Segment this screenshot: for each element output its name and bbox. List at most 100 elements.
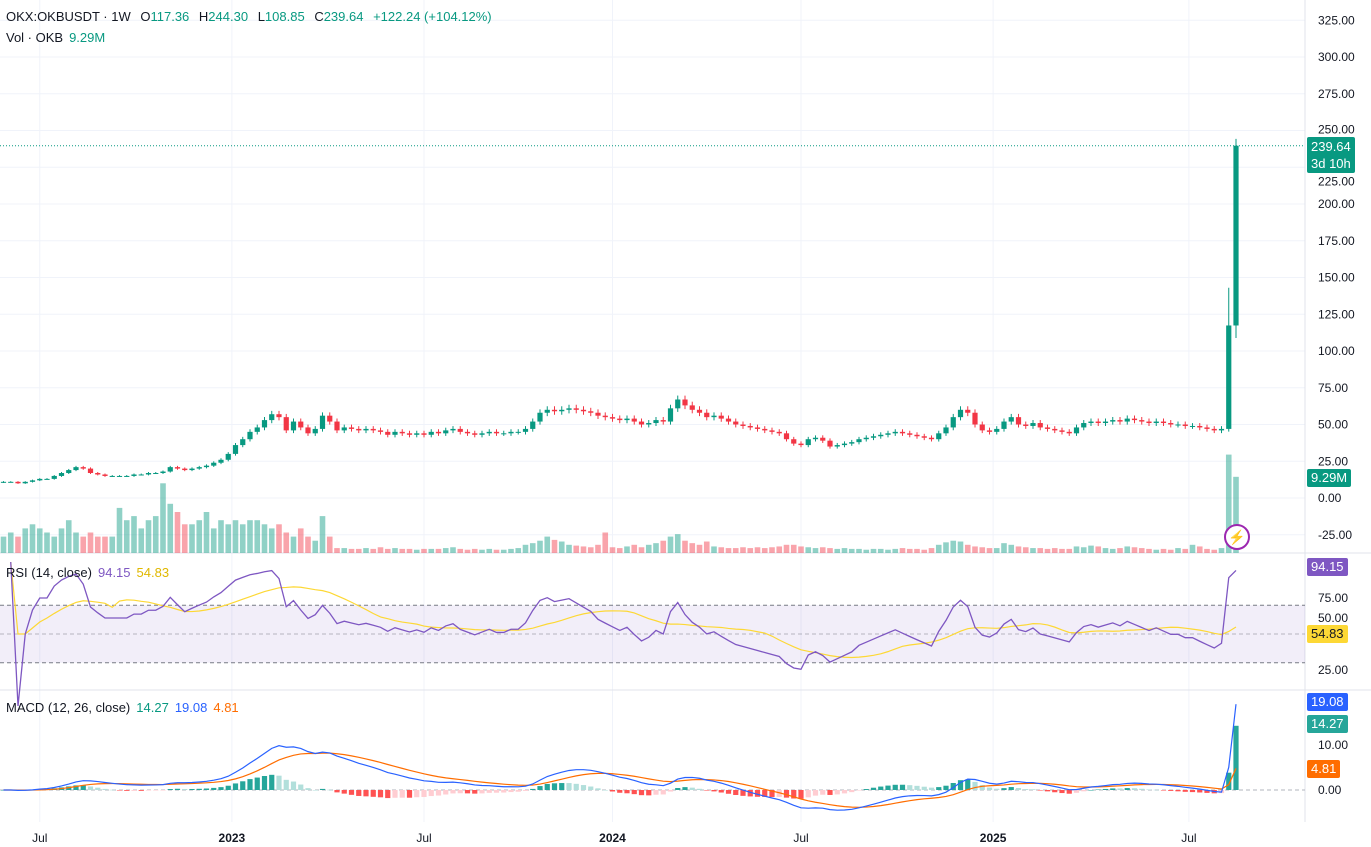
candle-body xyxy=(269,414,275,421)
macd-histogram-bar xyxy=(240,781,246,790)
volume-bar xyxy=(15,536,21,553)
candle-body xyxy=(798,443,804,446)
candle-body xyxy=(124,475,130,477)
candle-body xyxy=(1059,430,1065,432)
macd-histogram-bar xyxy=(1008,787,1014,790)
candle-body xyxy=(675,399,681,409)
volume-bar xyxy=(131,516,137,553)
macd-histogram-bar xyxy=(711,790,717,792)
time-axis-label: 2025 xyxy=(980,831,1007,845)
macd-histogram-bar xyxy=(95,787,101,790)
bar-countdown: 3d 10h xyxy=(1311,156,1351,171)
candle-body xyxy=(15,481,21,484)
volume-bar xyxy=(943,542,949,553)
candle-body xyxy=(1197,425,1203,428)
volume-bar xyxy=(254,520,261,553)
price-axis-label: 0.00 xyxy=(1318,491,1342,505)
rsi-axis-label: 50.00 xyxy=(1318,611,1348,625)
macd-histogram-bar xyxy=(1197,790,1203,793)
volume-bar xyxy=(950,540,957,553)
volume-bar xyxy=(232,520,239,553)
volume-bar xyxy=(674,534,681,553)
candle-body xyxy=(849,442,855,444)
candle-body xyxy=(573,408,579,410)
macd-value: 19.08 xyxy=(174,700,208,715)
macd-histogram-bar xyxy=(682,787,688,790)
volume-bar xyxy=(1015,546,1022,553)
candle-body xyxy=(820,437,826,441)
volume-bar xyxy=(1225,454,1232,553)
candle-body xyxy=(501,433,507,435)
candle-body xyxy=(138,474,144,476)
symbol-label[interactable]: OKX:OKBUSDT · 1W xyxy=(6,9,131,24)
macd-histogram-bar xyxy=(725,790,732,794)
rsi-ma-line xyxy=(10,561,1237,659)
volume-bar xyxy=(80,536,87,553)
volume-bar xyxy=(457,548,464,553)
candle-body xyxy=(1001,421,1007,429)
macd-histogram-bar xyxy=(783,790,790,798)
volume-bar xyxy=(203,512,210,553)
candle-body xyxy=(878,434,884,437)
candle-body xyxy=(261,420,268,428)
volume-bar xyxy=(1001,543,1007,553)
volume-bar xyxy=(1189,544,1196,553)
volume-bar xyxy=(682,540,688,553)
candle-body xyxy=(957,409,964,418)
volume-bar xyxy=(689,543,696,553)
macd-histogram-bar xyxy=(740,790,746,796)
volume-bar xyxy=(522,544,529,553)
candle-body xyxy=(1117,420,1123,422)
volume-bar xyxy=(268,528,275,553)
volume-bar xyxy=(653,543,659,553)
volume-bar xyxy=(1138,548,1145,553)
candle-body xyxy=(892,431,898,434)
macd-histogram-bar xyxy=(530,788,536,790)
macd-histogram-bar xyxy=(849,790,855,793)
volume-bar xyxy=(218,520,224,553)
volume-bar xyxy=(479,549,485,553)
price-axis-label: 250.00 xyxy=(1318,123,1355,137)
macd-label[interactable]: MACD (12, 26, close) xyxy=(6,700,131,715)
candle-body xyxy=(1023,424,1029,426)
macd-histogram-bar xyxy=(1030,789,1036,790)
volume-bar xyxy=(109,536,116,553)
volume-bar xyxy=(421,548,427,553)
macd-histogram-bar xyxy=(602,789,608,791)
macd-histogram-bar xyxy=(841,790,848,794)
candle-body xyxy=(203,465,210,468)
macd-histogram-bar xyxy=(1160,790,1167,791)
macd-histogram-bar xyxy=(1102,788,1109,790)
price-axis-label: 300.00 xyxy=(1318,50,1355,64)
macd-histogram-bar xyxy=(863,789,869,790)
macd-histogram-bar xyxy=(486,790,492,793)
rsi-label[interactable]: RSI (14, close) xyxy=(6,565,92,580)
volume-bar xyxy=(508,548,514,553)
volume-bar xyxy=(1218,548,1225,553)
candle-body xyxy=(1015,417,1022,425)
price-axis-label: 200.00 xyxy=(1318,197,1355,211)
volume-bar xyxy=(450,547,456,553)
volume-bar xyxy=(493,549,500,553)
volume-label[interactable]: Vol · OKB xyxy=(6,30,64,45)
candle-body xyxy=(102,474,108,476)
candle-body xyxy=(334,421,340,431)
volume-bar xyxy=(1109,548,1116,553)
volume-bar xyxy=(841,548,848,553)
macd-histogram-bar xyxy=(696,788,703,790)
macd-histogram-bar xyxy=(1153,789,1159,791)
volume-bar xyxy=(384,548,391,553)
macd-histogram-bar xyxy=(131,790,137,791)
candle-body xyxy=(1030,423,1036,426)
macd-histogram-bar xyxy=(348,790,355,795)
candle-body xyxy=(791,439,797,444)
candle-body xyxy=(254,427,260,432)
macd-histogram-bar xyxy=(341,790,347,794)
candle-body xyxy=(116,475,123,477)
volume-bar xyxy=(877,548,884,553)
macd-histogram-bar xyxy=(254,777,260,790)
volume-bar xyxy=(428,548,435,553)
macd-histogram-bar xyxy=(196,788,202,790)
lightning-icon[interactable]: ⚡ xyxy=(1224,524,1250,550)
